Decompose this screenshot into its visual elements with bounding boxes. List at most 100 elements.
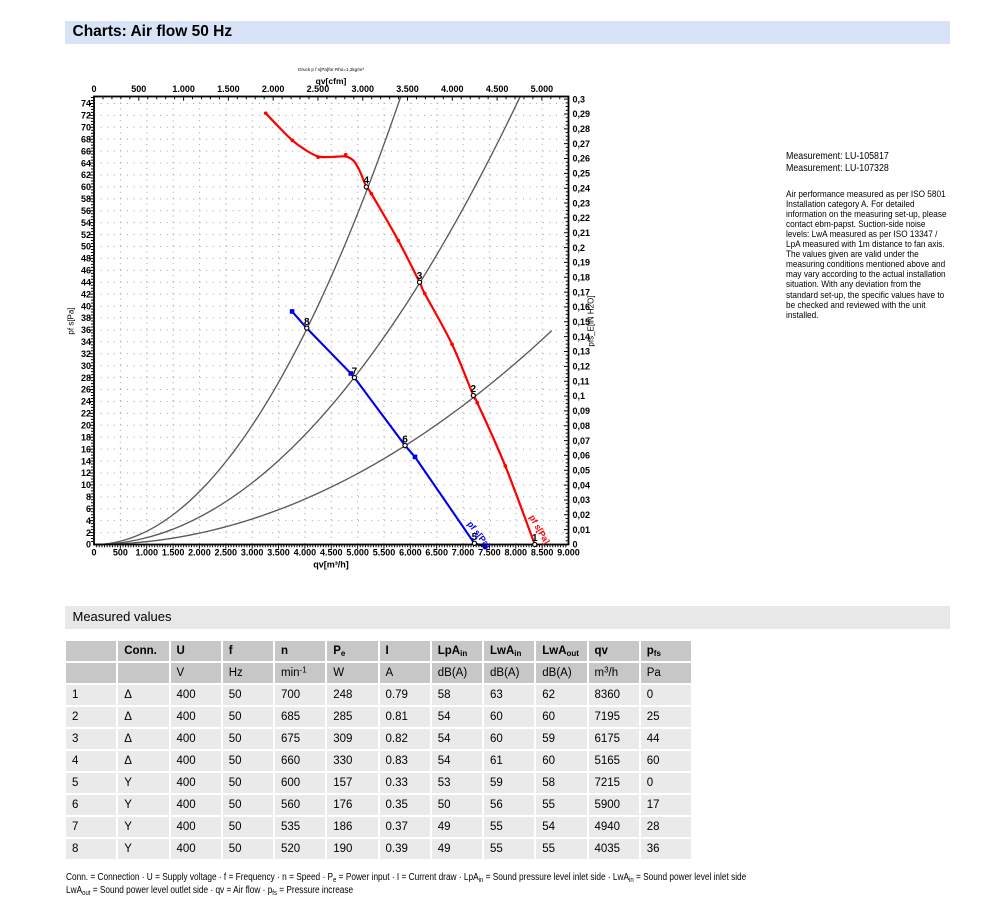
svg-text:0: 0	[91, 84, 96, 94]
svg-text:500: 500	[113, 547, 128, 557]
svg-text:44: 44	[81, 277, 91, 287]
svg-text:0,08: 0,08	[573, 421, 591, 431]
svg-text:68: 68	[81, 134, 91, 144]
svg-text:42: 42	[81, 289, 91, 299]
svg-text:2.500: 2.500	[307, 84, 330, 94]
svg-text:0,05: 0,05	[573, 465, 591, 475]
svg-text:0,02: 0,02	[573, 510, 591, 520]
svg-text:0,09: 0,09	[573, 406, 591, 416]
svg-text:40: 40	[81, 301, 91, 311]
svg-text:7.000: 7.000	[452, 547, 475, 557]
svg-text:4: 4	[364, 176, 370, 187]
svg-text:0: 0	[91, 547, 96, 557]
svg-text:72: 72	[81, 111, 91, 121]
svg-text:46: 46	[81, 266, 91, 276]
svg-text:14: 14	[81, 456, 91, 466]
svg-text:58: 58	[81, 194, 91, 204]
svg-text:5.500: 5.500	[373, 547, 396, 557]
svg-text:0,17: 0,17	[573, 287, 591, 297]
svg-text:5: 5	[472, 532, 478, 543]
svg-text:0: 0	[86, 540, 91, 550]
svg-text:2.500: 2.500	[215, 547, 238, 557]
svg-text:0,26: 0,26	[573, 154, 591, 164]
svg-text:500: 500	[131, 84, 146, 94]
svg-text:0,15: 0,15	[573, 317, 591, 327]
svg-text:12: 12	[81, 468, 91, 478]
svg-text:0,23: 0,23	[573, 198, 591, 208]
svg-text:0,12: 0,12	[573, 362, 591, 372]
svg-text:0,24: 0,24	[573, 183, 591, 193]
svg-text:52: 52	[81, 230, 91, 240]
svg-text:48: 48	[81, 254, 91, 264]
svg-text:74: 74	[81, 99, 91, 109]
svg-text:34: 34	[81, 337, 91, 347]
svg-text:3.500: 3.500	[267, 547, 290, 557]
svg-text:8.500: 8.500	[531, 547, 554, 557]
svg-text:pf s[Pa]: pf s[Pa]	[67, 307, 76, 334]
svg-text:0,25: 0,25	[573, 169, 591, 179]
svg-text:0,06: 0,06	[573, 451, 591, 461]
svg-text:4.500: 4.500	[320, 547, 343, 557]
svg-text:2.000: 2.000	[262, 84, 285, 94]
svg-text:0,04: 0,04	[573, 480, 591, 490]
svg-text:7.500: 7.500	[478, 547, 501, 557]
svg-text:6.000: 6.000	[399, 547, 422, 557]
svg-text:0,29: 0,29	[573, 109, 591, 119]
svg-text:0,1: 0,1	[573, 391, 586, 401]
svg-text:64: 64	[81, 158, 91, 168]
svg-text:18: 18	[81, 432, 91, 442]
svg-text:0,11: 0,11	[573, 376, 590, 386]
svg-text:1.000: 1.000	[135, 547, 158, 557]
svg-text:30: 30	[81, 361, 91, 371]
svg-text:6: 6	[86, 504, 91, 514]
svg-text:22: 22	[81, 409, 91, 419]
svg-text:4.000: 4.000	[441, 84, 464, 94]
svg-text:8.000: 8.000	[505, 547, 528, 557]
svg-text:10: 10	[81, 480, 91, 490]
svg-text:4.500: 4.500	[486, 84, 509, 94]
svg-text:4: 4	[86, 516, 91, 526]
svg-text:6: 6	[402, 434, 408, 445]
svg-text:56: 56	[81, 206, 91, 216]
svg-text:54: 54	[81, 218, 91, 228]
svg-text:1: 1	[532, 533, 538, 544]
svg-text:60: 60	[81, 182, 91, 192]
svg-text:32: 32	[81, 349, 91, 359]
svg-text:28: 28	[81, 373, 91, 383]
svg-text:2: 2	[471, 384, 477, 395]
svg-text:0,13: 0,13	[573, 347, 591, 357]
svg-text:0,3: 0,3	[573, 94, 586, 104]
svg-text:0,2: 0,2	[573, 243, 586, 253]
svg-text:3.000: 3.000	[351, 84, 374, 94]
svg-text:4.000: 4.000	[294, 547, 317, 557]
svg-text:24: 24	[81, 397, 91, 407]
svg-text:7: 7	[352, 366, 358, 377]
svg-text:2: 2	[86, 528, 91, 538]
svg-text:62: 62	[81, 170, 91, 180]
svg-text:5.000: 5.000	[531, 84, 554, 94]
svg-text:pf s[Pa]: pf s[Pa]	[527, 513, 552, 546]
svg-text:0,01: 0,01	[573, 525, 591, 535]
svg-text:6.500: 6.500	[425, 547, 448, 557]
svg-text:66: 66	[81, 146, 91, 156]
svg-text:0,07: 0,07	[573, 436, 591, 446]
svg-text:0: 0	[573, 540, 578, 550]
svg-text:8: 8	[86, 492, 91, 502]
svg-text:9.000: 9.000	[557, 547, 580, 557]
svg-text:1.500: 1.500	[217, 84, 240, 94]
svg-text:3.000: 3.000	[241, 547, 264, 557]
svg-text:3.500: 3.500	[396, 84, 419, 94]
svg-text:36: 36	[81, 325, 91, 335]
svg-text:0,16: 0,16	[573, 302, 591, 312]
svg-text:0,14: 0,14	[573, 332, 591, 342]
svg-text:16: 16	[81, 444, 91, 454]
svg-text:Druck p f s[Pa]für Rho=1,2kg/m: Druck p f s[Pa]für Rho=1,2kg/m³	[298, 67, 364, 72]
svg-text:38: 38	[81, 313, 91, 323]
svg-text:0,03: 0,03	[573, 495, 591, 505]
svg-text:70: 70	[81, 123, 91, 133]
svg-text:1.000: 1.000	[172, 84, 195, 94]
svg-text:qv[cfm]: qv[cfm]	[316, 76, 347, 86]
svg-text:0,22: 0,22	[573, 213, 591, 223]
svg-text:pfs_E[iN H2O]: pfs_E[iN H2O]	[587, 295, 596, 346]
svg-text:26: 26	[81, 385, 91, 395]
